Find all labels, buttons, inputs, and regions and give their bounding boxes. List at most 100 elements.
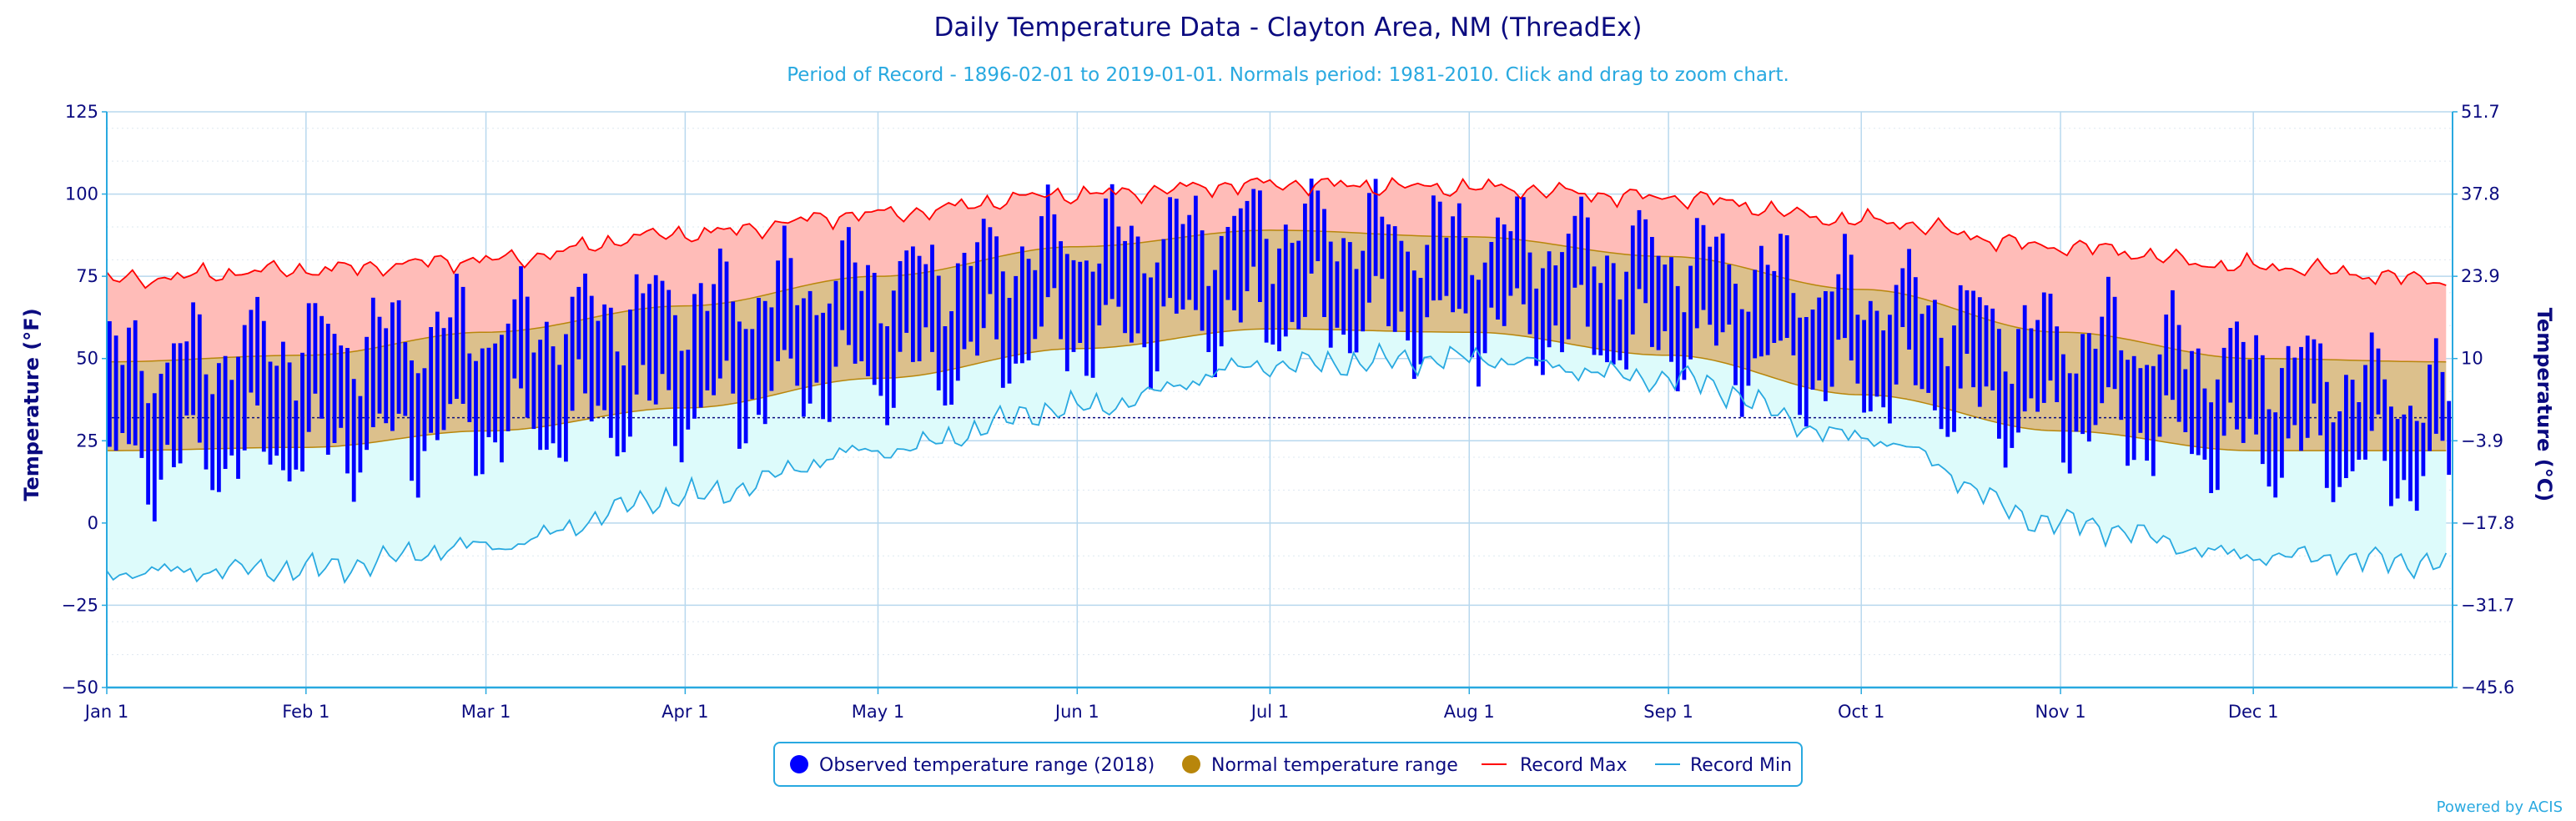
observed-range-bar[interactable] (692, 294, 697, 419)
observed-range-bar[interactable] (1560, 252, 1564, 353)
observed-range-bar[interactable] (814, 315, 819, 383)
observed-range-bar[interactable] (2402, 414, 2407, 481)
observed-range-bar[interactable] (911, 246, 915, 362)
observed-range-bar[interactable] (1984, 305, 1989, 387)
observed-range-bar[interactable] (467, 353, 472, 422)
observed-range-bar[interactable] (647, 284, 652, 401)
observed-range-bar[interactable] (2138, 368, 2143, 433)
observed-range-bar[interactable] (1624, 271, 1628, 370)
observed-range-bar[interactable] (1759, 245, 1763, 357)
observed-range-bar[interactable] (1669, 257, 1673, 362)
observed-range-bar[interactable] (236, 356, 240, 479)
observed-range-bar[interactable] (2176, 325, 2181, 422)
observed-range-bar[interactable] (557, 365, 562, 458)
observed-range-bar[interactable] (1765, 264, 1770, 355)
observed-range-bar[interactable] (2267, 409, 2272, 487)
observed-range-bar[interactable] (1810, 310, 1815, 390)
observed-range-bar[interactable] (1245, 200, 1250, 291)
observed-range-bar[interactable] (486, 347, 491, 437)
legend-record-max-label[interactable]: Record Max (1520, 755, 1628, 776)
observed-range-bar[interactable] (686, 350, 691, 430)
observed-range-bar[interactable] (769, 307, 774, 391)
observed-range-bar[interactable] (1958, 285, 1963, 389)
observed-range-bar[interactable] (2022, 305, 2027, 412)
observed-range-bar[interactable] (1000, 271, 1005, 388)
observed-range-bar[interactable] (589, 295, 594, 422)
observed-range-bar[interactable] (1496, 217, 1500, 320)
observed-range-bar[interactable] (1406, 251, 1410, 341)
observed-range-bar[interactable] (821, 312, 825, 420)
observed-range-bar[interactable] (653, 275, 658, 405)
observed-range-bar[interactable] (975, 242, 979, 356)
observed-range-bar[interactable] (1553, 265, 1558, 326)
observed-range-bar[interactable] (1630, 225, 1635, 335)
observed-range-bar[interactable] (615, 351, 620, 456)
observed-range-bar[interactable] (2280, 368, 2284, 478)
observed-range-bar[interactable] (1322, 209, 1326, 318)
observed-range-bar[interactable] (2183, 369, 2188, 433)
observed-range-bar[interactable] (2080, 334, 2085, 435)
observed-range-bar[interactable] (1225, 227, 1230, 300)
observed-range-bar[interactable] (2376, 348, 2381, 415)
observed-range-bar[interactable] (673, 315, 677, 446)
observed-range-bar[interactable] (261, 320, 266, 452)
observed-range-bar[interactable] (435, 311, 440, 441)
observed-range-bar[interactable] (1155, 262, 1160, 372)
observed-range-bar[interactable] (2228, 328, 2233, 403)
observed-range-bar[interactable] (191, 302, 195, 416)
observed-range-bar[interactable] (2357, 402, 2362, 460)
observed-range-bar[interactable] (1354, 269, 1359, 353)
observed-range-bar[interactable] (1071, 259, 1076, 352)
observed-range-bar[interactable] (1843, 234, 1847, 339)
observed-range-bar[interactable] (1367, 193, 1371, 303)
observed-range-bar[interactable] (904, 250, 909, 333)
observed-range-bar[interactable] (1373, 179, 1378, 276)
observed-range-bar[interactable] (345, 348, 350, 474)
observed-range-bar[interactable] (178, 343, 183, 464)
observed-range-bar[interactable] (506, 323, 511, 431)
observed-range-bar[interactable] (2126, 360, 2130, 466)
observed-range-bar[interactable] (2337, 411, 2342, 487)
observed-range-bar[interactable] (1585, 217, 1590, 327)
observed-range-bar[interactable] (1874, 310, 1879, 397)
observed-range-bar[interactable] (2433, 338, 2438, 434)
observed-range-bar[interactable] (608, 307, 613, 438)
observed-range-bar[interactable] (2241, 341, 2246, 443)
observed-range-bar[interactable] (1643, 219, 1648, 304)
observed-range-bar[interactable] (737, 321, 742, 449)
observed-range-bar[interactable] (1007, 298, 1012, 384)
observed-range-bar[interactable] (2312, 339, 2317, 404)
observed-range-bar[interactable] (1965, 290, 1970, 354)
observed-range-bar[interactable] (1650, 237, 1654, 347)
observed-range-bar[interactable] (1045, 184, 1050, 298)
observed-range-bar[interactable] (1064, 254, 1069, 371)
observed-range-bar[interactable] (2106, 276, 2111, 388)
observed-range-bar[interactable] (1817, 297, 1822, 380)
observed-range-bar[interactable] (750, 329, 755, 400)
observed-range-bar[interactable] (1457, 203, 1462, 310)
observed-range-bar[interactable] (2171, 290, 2175, 400)
observed-range-bar[interactable] (1733, 284, 1738, 385)
observed-range-bar[interactable] (1675, 285, 1680, 391)
observed-range-bar[interactable] (377, 316, 382, 414)
observed-range-bar[interactable] (1033, 269, 1038, 340)
observed-range-bar[interactable] (762, 300, 767, 425)
observed-range-bar[interactable] (1508, 231, 1513, 296)
observed-range-bar[interactable] (1200, 230, 1205, 331)
observed-range-bar[interactable] (1097, 263, 1102, 325)
observed-range-bar[interactable] (2247, 359, 2252, 419)
observed-range-bar[interactable] (1161, 239, 1166, 307)
observed-range-bar[interactable] (2382, 379, 2387, 461)
observed-range-bar[interactable] (332, 334, 337, 443)
observed-range-bar[interactable] (2100, 316, 2105, 404)
observed-range-bar[interactable] (1997, 329, 2001, 439)
observed-range-bar[interactable] (1663, 264, 1668, 331)
observed-range-bar[interactable] (1701, 224, 1706, 310)
observed-range-bar[interactable] (570, 296, 575, 411)
observed-range-bar[interactable] (1386, 224, 1391, 326)
observed-range-bar[interactable] (300, 352, 304, 472)
observed-range-bar[interactable] (390, 302, 395, 431)
legend-normal-label[interactable]: Normal temperature range (1211, 755, 1458, 776)
observed-range-bar[interactable] (660, 280, 665, 375)
